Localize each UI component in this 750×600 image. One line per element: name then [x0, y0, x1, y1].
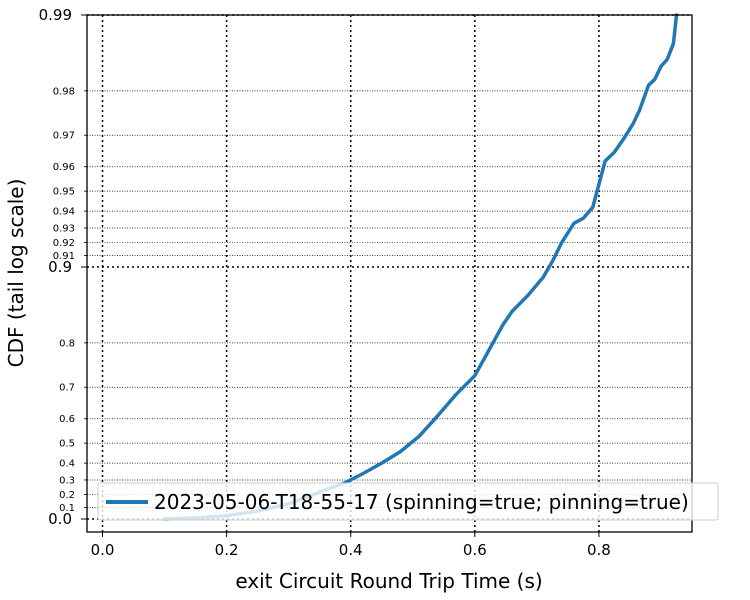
y-minor-tick-label: 0.91 — [53, 251, 75, 262]
y-minor-tick-label: 0.93 — [53, 223, 75, 234]
legend: 2023-05-06-T18-55-17 (spinning=true; pin… — [97, 482, 719, 521]
grid-lines — [87, 14, 692, 532]
x-tick-label: 0.0 — [91, 541, 115, 559]
y-minor-tick-label: 0.96 — [53, 162, 75, 173]
y-minor-tick-label: 0.4 — [59, 459, 75, 470]
plot-frame — [86, 14, 693, 533]
y-minor-tick-label: 0.98 — [53, 86, 75, 97]
y-minor-tick-label: 0.95 — [53, 187, 75, 198]
y-minor-tick-label: 0.3 — [59, 475, 75, 486]
y-major-tick-label: 0.0 — [48, 510, 72, 528]
legend-box — [97, 482, 719, 521]
y-minor-tick-label: 0.2 — [59, 490, 75, 501]
y-axis-label: CDF (tail log scale) — [4, 179, 28, 368]
y-minor-tick-label: 0.1 — [59, 503, 75, 514]
x-tick-label: 0.6 — [463, 541, 487, 559]
y-major-tick-label: 0.9 — [48, 258, 72, 276]
y-minor-tick-label: 0.7 — [59, 383, 75, 394]
y-minor-tick-label: 0.92 — [53, 238, 75, 249]
x-tick-label: 0.4 — [339, 541, 363, 559]
tick-layer: 0.0 0.2 0.4 0.6 0.8 0.1 0.2 0.3 0.4 0.5 0.6 0.7 0.8 0… — [39, 6, 611, 559]
legend-entry: 2023-05-06-T18-55-17 (spinning=true; pin… — [154, 490, 689, 514]
x-tick-label: 0.2 — [215, 541, 239, 559]
y-minor-tick-label: 0.5 — [59, 439, 75, 450]
y-minor-tick-label: 0.8 — [59, 338, 75, 349]
x-axis-label: exit Circuit Round Trip Time (s) — [235, 569, 542, 593]
y-major-tick-label: 0.99 — [39, 6, 72, 24]
x-tick-label: 0.8 — [587, 541, 611, 559]
y-minor-tick-label: 0.94 — [53, 207, 75, 218]
y-minor-tick-label: 0.6 — [59, 414, 75, 425]
y-minor-tick-label: 0.97 — [53, 131, 75, 142]
